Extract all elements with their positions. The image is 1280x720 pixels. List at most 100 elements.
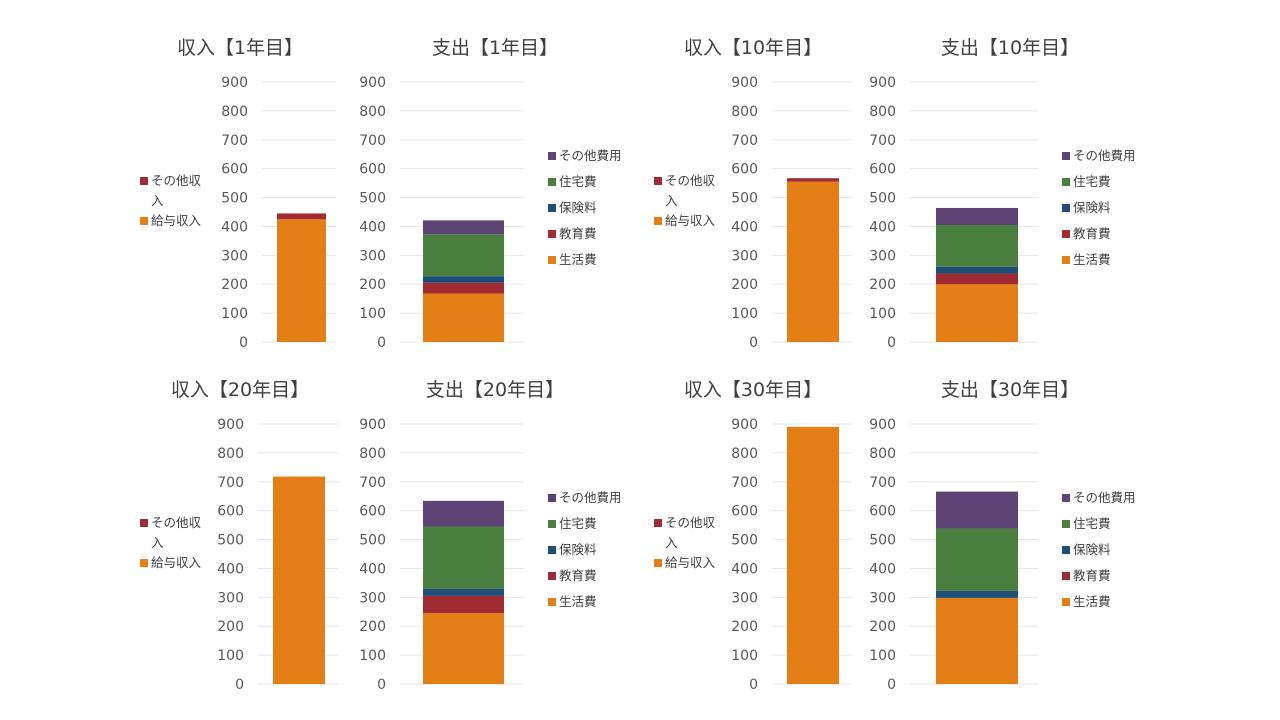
y-tick-label: 600 [869, 504, 896, 520]
legend-swatch [1062, 178, 1070, 186]
y-tick-label: 300 [731, 590, 758, 606]
bar-segment-education [423, 595, 504, 614]
bar-segment-other-expense [423, 220, 504, 235]
legend-label: 生活費 [1073, 594, 1111, 609]
bar-segment-salary-income [277, 219, 326, 342]
legend-swatch [548, 230, 556, 238]
y-tick-label: 300 [217, 590, 244, 606]
y-tick-label: 500 [359, 191, 386, 207]
y-tick-label: 800 [217, 446, 244, 462]
bar-segment-salary-income [273, 476, 325, 684]
y-tick-label: 400 [869, 219, 896, 235]
y-tick-label: 800 [731, 446, 758, 462]
bar-segment-other-expense [936, 207, 1018, 225]
legend-label: 生活費 [559, 252, 597, 267]
bar-segment-other-expense [936, 491, 1018, 529]
y-tick-label: 700 [221, 133, 248, 149]
y-tick-label: 600 [869, 162, 896, 178]
y-tick-label: 400 [359, 561, 386, 577]
y-tick-label: 100 [217, 648, 244, 664]
y-tick-label: 300 [731, 248, 758, 264]
legend-swatch [140, 217, 148, 225]
y-tick-label: 800 [359, 104, 386, 120]
legend-label: 給与収入 [151, 213, 202, 228]
bar-segment-salary-income [787, 181, 839, 342]
y-tick-label: 900 [731, 417, 758, 433]
bar-segment-salary-income [787, 426, 839, 684]
y-tick-label: 400 [359, 219, 386, 235]
bar-segment-living [423, 613, 504, 684]
legend-swatch [140, 177, 148, 185]
legend-swatch [548, 152, 556, 160]
legend-label: 教育費 [559, 226, 597, 241]
y-tick-label: 600 [359, 504, 386, 520]
legend-label: その他費用 [559, 490, 622, 505]
y-tick-label: 600 [731, 504, 758, 520]
chart-title: 収入【1年目】 [177, 37, 303, 59]
legend-swatch [548, 494, 556, 502]
bar-segment-housing [936, 528, 1018, 591]
bar-segment-housing [423, 526, 504, 589]
legend-swatch [1062, 572, 1070, 580]
bar-segment-housing [936, 225, 1018, 267]
legend-swatch [548, 598, 556, 606]
bar-segment-education [936, 273, 1018, 285]
legend-swatch [654, 519, 662, 527]
legend-swatch [140, 559, 148, 567]
legend-label: 住宅費 [559, 516, 597, 531]
y-tick-label: 400 [731, 219, 758, 235]
legend-label: 教育費 [1073, 226, 1111, 241]
bar-segment-insurance [936, 590, 1018, 598]
y-tick-label: 800 [869, 446, 896, 462]
legend-label: 住宅費 [559, 174, 597, 189]
legend-label: 給与収入 [665, 213, 716, 228]
bar-segment-insurance [423, 276, 504, 283]
legend-label: 生活費 [1073, 252, 1111, 267]
legend-label: 教育費 [1073, 568, 1111, 583]
legend-swatch [654, 217, 662, 225]
y-tick-label: 700 [731, 133, 758, 149]
y-tick-label: 100 [359, 648, 386, 664]
y-tick-label: 300 [221, 248, 248, 264]
y-tick-label: 900 [869, 417, 896, 433]
y-tick-label: 700 [359, 475, 386, 491]
y-tick-label: 600 [359, 162, 386, 178]
legend-label: その他費用 [559, 148, 622, 163]
bar-segment-housing [423, 234, 504, 277]
bar-segment-insurance [423, 588, 504, 596]
y-tick-label: 300 [359, 248, 386, 264]
legend-swatch [1062, 152, 1070, 160]
y-tick-label: 200 [731, 277, 758, 293]
legend-swatch [548, 546, 556, 554]
y-tick-label: 700 [731, 475, 758, 491]
y-tick-label: 700 [217, 475, 244, 491]
y-tick-label: 0 [887, 335, 896, 351]
y-tick-label: 500 [869, 191, 896, 207]
y-tick-label: 800 [869, 104, 896, 120]
legend-label: 給与収入 [665, 555, 716, 570]
bar-segment-education [423, 282, 504, 294]
chart-title: 支出【30年目】 [941, 379, 1079, 401]
y-tick-label: 900 [359, 75, 386, 91]
y-tick-label: 0 [235, 677, 244, 693]
y-tick-label: 800 [359, 446, 386, 462]
legend-label: 住宅費 [1073, 174, 1111, 189]
legend-swatch [548, 572, 556, 580]
legend-label: その他収入 [151, 173, 202, 208]
legend-label: 教育費 [559, 568, 597, 583]
legend-label: 住宅費 [1073, 516, 1111, 531]
y-tick-label: 200 [869, 619, 896, 635]
y-tick-label: 800 [731, 104, 758, 120]
y-tick-label: 600 [221, 162, 248, 178]
legend-swatch [654, 559, 662, 567]
y-tick-label: 500 [869, 533, 896, 549]
y-tick-label: 400 [221, 219, 248, 235]
